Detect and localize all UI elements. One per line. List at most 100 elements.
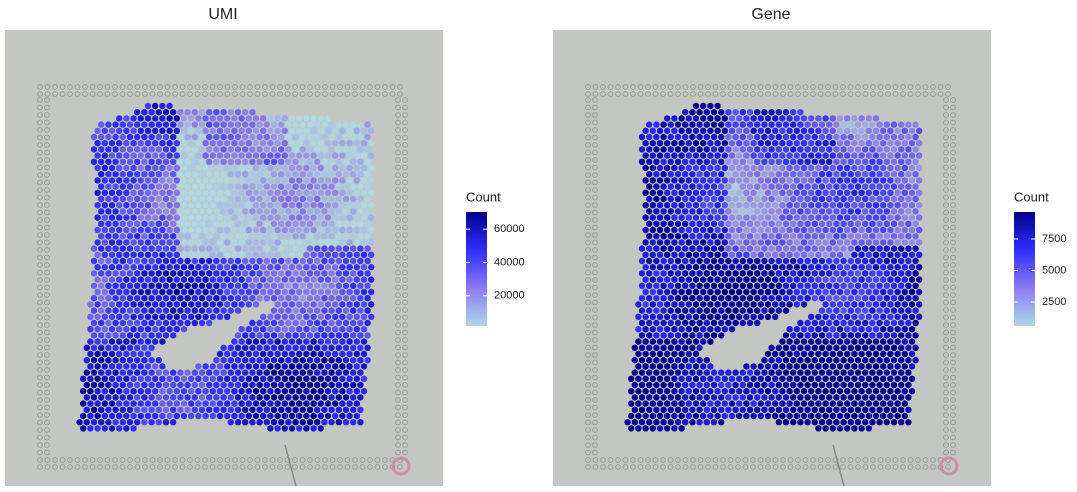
- spot: [822, 226, 829, 234]
- spot: [195, 115, 202, 122]
- spot: [238, 288, 245, 296]
- spot: [317, 375, 324, 382]
- spot: [166, 375, 173, 382]
- spot: [116, 202, 123, 209]
- spot: [123, 202, 130, 209]
- fiducial: [402, 127, 408, 133]
- spot: [148, 158, 155, 165]
- spot: [245, 226, 252, 234]
- spot: [901, 251, 908, 258]
- fiducial: [37, 314, 43, 321]
- spot: [847, 295, 854, 302]
- spot: [725, 109, 732, 116]
- spot: [134, 245, 141, 252]
- fiducial: [395, 134, 401, 141]
- spot: [170, 257, 177, 265]
- spot: [274, 425, 281, 432]
- spot: [685, 164, 692, 172]
- spot: [728, 251, 736, 258]
- spot: [638, 270, 646, 277]
- fiducial: [585, 397, 591, 403]
- spot: [808, 189, 815, 196]
- spot: [263, 270, 270, 277]
- spot: [292, 208, 299, 215]
- fiducial: [592, 104, 598, 111]
- spot: [296, 189, 303, 196]
- spot: [173, 326, 180, 333]
- fiducial: [943, 359, 949, 366]
- spot: [750, 164, 757, 172]
- spot: [761, 295, 768, 302]
- spot: [743, 412, 750, 420]
- fiducial: [855, 457, 861, 463]
- spot: [180, 189, 188, 196]
- spot: [328, 257, 335, 265]
- fiducial: [119, 84, 126, 90]
- fiducial: [742, 457, 749, 463]
- spot: [833, 357, 840, 364]
- spot: [700, 127, 707, 134]
- spot: [332, 189, 339, 196]
- spot: [195, 276, 202, 283]
- spot: [667, 381, 674, 389]
- spot: [800, 177, 808, 184]
- fiducial: [945, 84, 951, 90]
- spot: [310, 164, 317, 172]
- spot: [692, 388, 700, 395]
- spot: [736, 375, 743, 382]
- spot: [876, 208, 883, 215]
- spot: [332, 177, 339, 184]
- spot: [148, 257, 155, 265]
- spot: [700, 102, 707, 110]
- spot: [660, 171, 667, 178]
- spot: [840, 245, 847, 252]
- spot: [306, 121, 314, 128]
- spot: [739, 307, 746, 314]
- fiducial: [395, 232, 401, 238]
- fiducial: [950, 202, 956, 208]
- spot: [188, 388, 195, 395]
- spot: [656, 412, 664, 420]
- spot: [245, 276, 252, 283]
- spot: [180, 177, 188, 184]
- spot: [739, 220, 746, 227]
- spot: [162, 257, 170, 265]
- spot: [912, 233, 919, 240]
- spot: [746, 369, 754, 376]
- spot: [685, 202, 692, 209]
- fiducial: [585, 359, 591, 366]
- spot: [335, 332, 342, 339]
- spot: [260, 388, 267, 395]
- spot: [656, 400, 664, 407]
- spot: [739, 233, 746, 240]
- spot: [793, 177, 800, 184]
- spot: [137, 239, 144, 246]
- spot: [238, 127, 245, 134]
- spot: [847, 419, 854, 426]
- spot: [249, 208, 256, 215]
- spot: [299, 419, 306, 426]
- spot: [678, 152, 685, 159]
- spot: [274, 338, 281, 345]
- spot: [757, 400, 764, 407]
- spot: [826, 282, 833, 289]
- spot: [718, 220, 725, 227]
- spot: [112, 121, 119, 128]
- spot: [844, 326, 851, 333]
- spot: [854, 357, 862, 364]
- spot: [116, 177, 123, 184]
- spot: [141, 133, 148, 141]
- spot: [725, 406, 732, 413]
- spot: [638, 133, 646, 141]
- spot: [202, 202, 209, 209]
- spot: [141, 344, 148, 351]
- spot: [317, 189, 324, 196]
- fiducial: [402, 374, 408, 381]
- spot: [826, 171, 833, 178]
- spot: [328, 121, 335, 128]
- fiducial: [592, 164, 598, 171]
- spot: [732, 146, 739, 153]
- spot: [206, 295, 213, 302]
- fiducial: [592, 389, 598, 396]
- spot: [739, 369, 746, 376]
